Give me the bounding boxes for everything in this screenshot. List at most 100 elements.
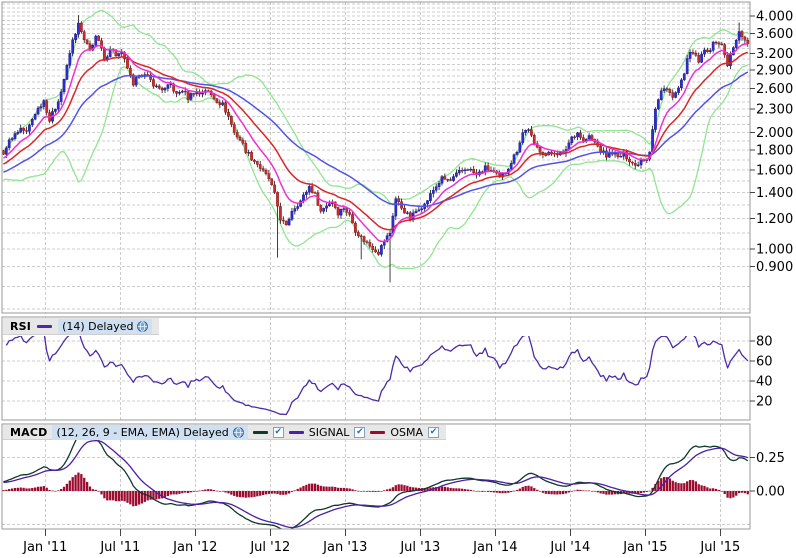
candle [255,161,259,165]
candle [717,42,721,45]
candle [466,169,470,171]
osma-bar [489,491,493,493]
candle [244,143,248,153]
osma-bar [368,491,371,492]
candle [178,91,181,94]
candle [472,168,476,173]
osma-bar [443,486,446,491]
osma-bar [605,491,608,495]
candle [270,178,274,186]
osma-bar [556,491,559,495]
osma-bar [388,488,392,491]
osma-bar [449,487,452,491]
osma-bar [259,491,262,496]
candle [152,79,155,87]
osma-bar [235,491,239,497]
candle [688,52,692,59]
candle [354,222,357,233]
candle [7,139,11,149]
candle [134,77,138,86]
osma-bar [426,488,429,491]
candle [186,91,190,100]
osma-bar [195,491,198,492]
macd-visibility-checkbox[interactable]: ✔ [272,426,284,438]
osma-bar [264,491,268,495]
macd-legend-chip[interactable]: (12, 26, 9 - EMA, EMA) Delayed [52,424,248,440]
osma-bar [59,489,63,491]
osma-bar [726,491,729,498]
osma-bar [100,491,103,495]
candle [656,99,660,110]
candle [746,39,750,44]
candle [62,79,66,93]
signal-visibility-checkbox[interactable]: ✔ [354,426,366,438]
osma-bar [587,490,591,492]
rsi-legend-chip[interactable]: (14) Delayed [58,318,153,334]
osma-bar [636,491,640,494]
osma-bar [48,490,51,491]
candle [328,203,331,207]
candle [720,43,724,46]
osma-bar [65,483,69,491]
candle [685,58,689,74]
osma-bar [530,486,533,491]
osma-bar [740,491,744,493]
candle [532,134,536,144]
bollinger-lower-line [3,64,748,270]
osma-bar [117,491,120,502]
candle [677,87,680,93]
globe-icon [137,320,149,332]
osma-bar [533,488,536,491]
osma-bar [71,477,74,491]
osma-bar [19,487,22,491]
candle [319,205,323,212]
osma-bar [94,489,97,491]
osma-bar [109,491,112,501]
candle [4,147,8,155]
osma-bar [501,491,504,494]
candle [287,219,291,226]
osma-bar [62,486,66,491]
osma-bar [593,491,597,492]
candle [711,41,715,51]
osma-bar [613,491,617,495]
osma-bar [481,491,484,492]
osma-bar [293,490,296,491]
candle [671,92,675,98]
osma-bar [261,491,265,495]
candle [420,208,424,210]
candle [264,170,268,174]
osma-bar [267,491,271,494]
macd-legend-label: (12, 26, 9 - EMA, EMA) Delayed [56,425,229,439]
candle [631,161,634,164]
osma-visibility-checkbox[interactable]: ✔ [428,426,440,438]
osma-bar [207,489,210,491]
osma-bar [397,484,400,491]
macd-title: MACD [10,425,48,439]
osma-bar [184,491,187,493]
rsi-line-sample [37,324,53,328]
osma-bar [230,491,233,495]
osma-bar [564,491,568,494]
rsi-title: RSI [10,319,32,333]
osma-bar [680,483,683,491]
osma-bar [541,491,545,493]
candle [628,158,631,163]
osma-bar [691,480,695,491]
candle [665,88,669,90]
candle [336,207,340,216]
osma-bar [590,491,594,492]
osma-bar [299,487,302,491]
osma-bar [334,487,337,491]
osma-bar [645,491,648,492]
osma-bar [498,491,501,494]
gridlines [2,2,750,529]
osma-bar [302,486,305,491]
candle [19,127,23,133]
candle [230,116,233,125]
osma-bar [694,481,697,491]
osma-bar [729,491,732,499]
candle [431,189,435,194]
osma-bar [622,491,625,494]
price-axis-label: 2.000 [756,126,793,141]
